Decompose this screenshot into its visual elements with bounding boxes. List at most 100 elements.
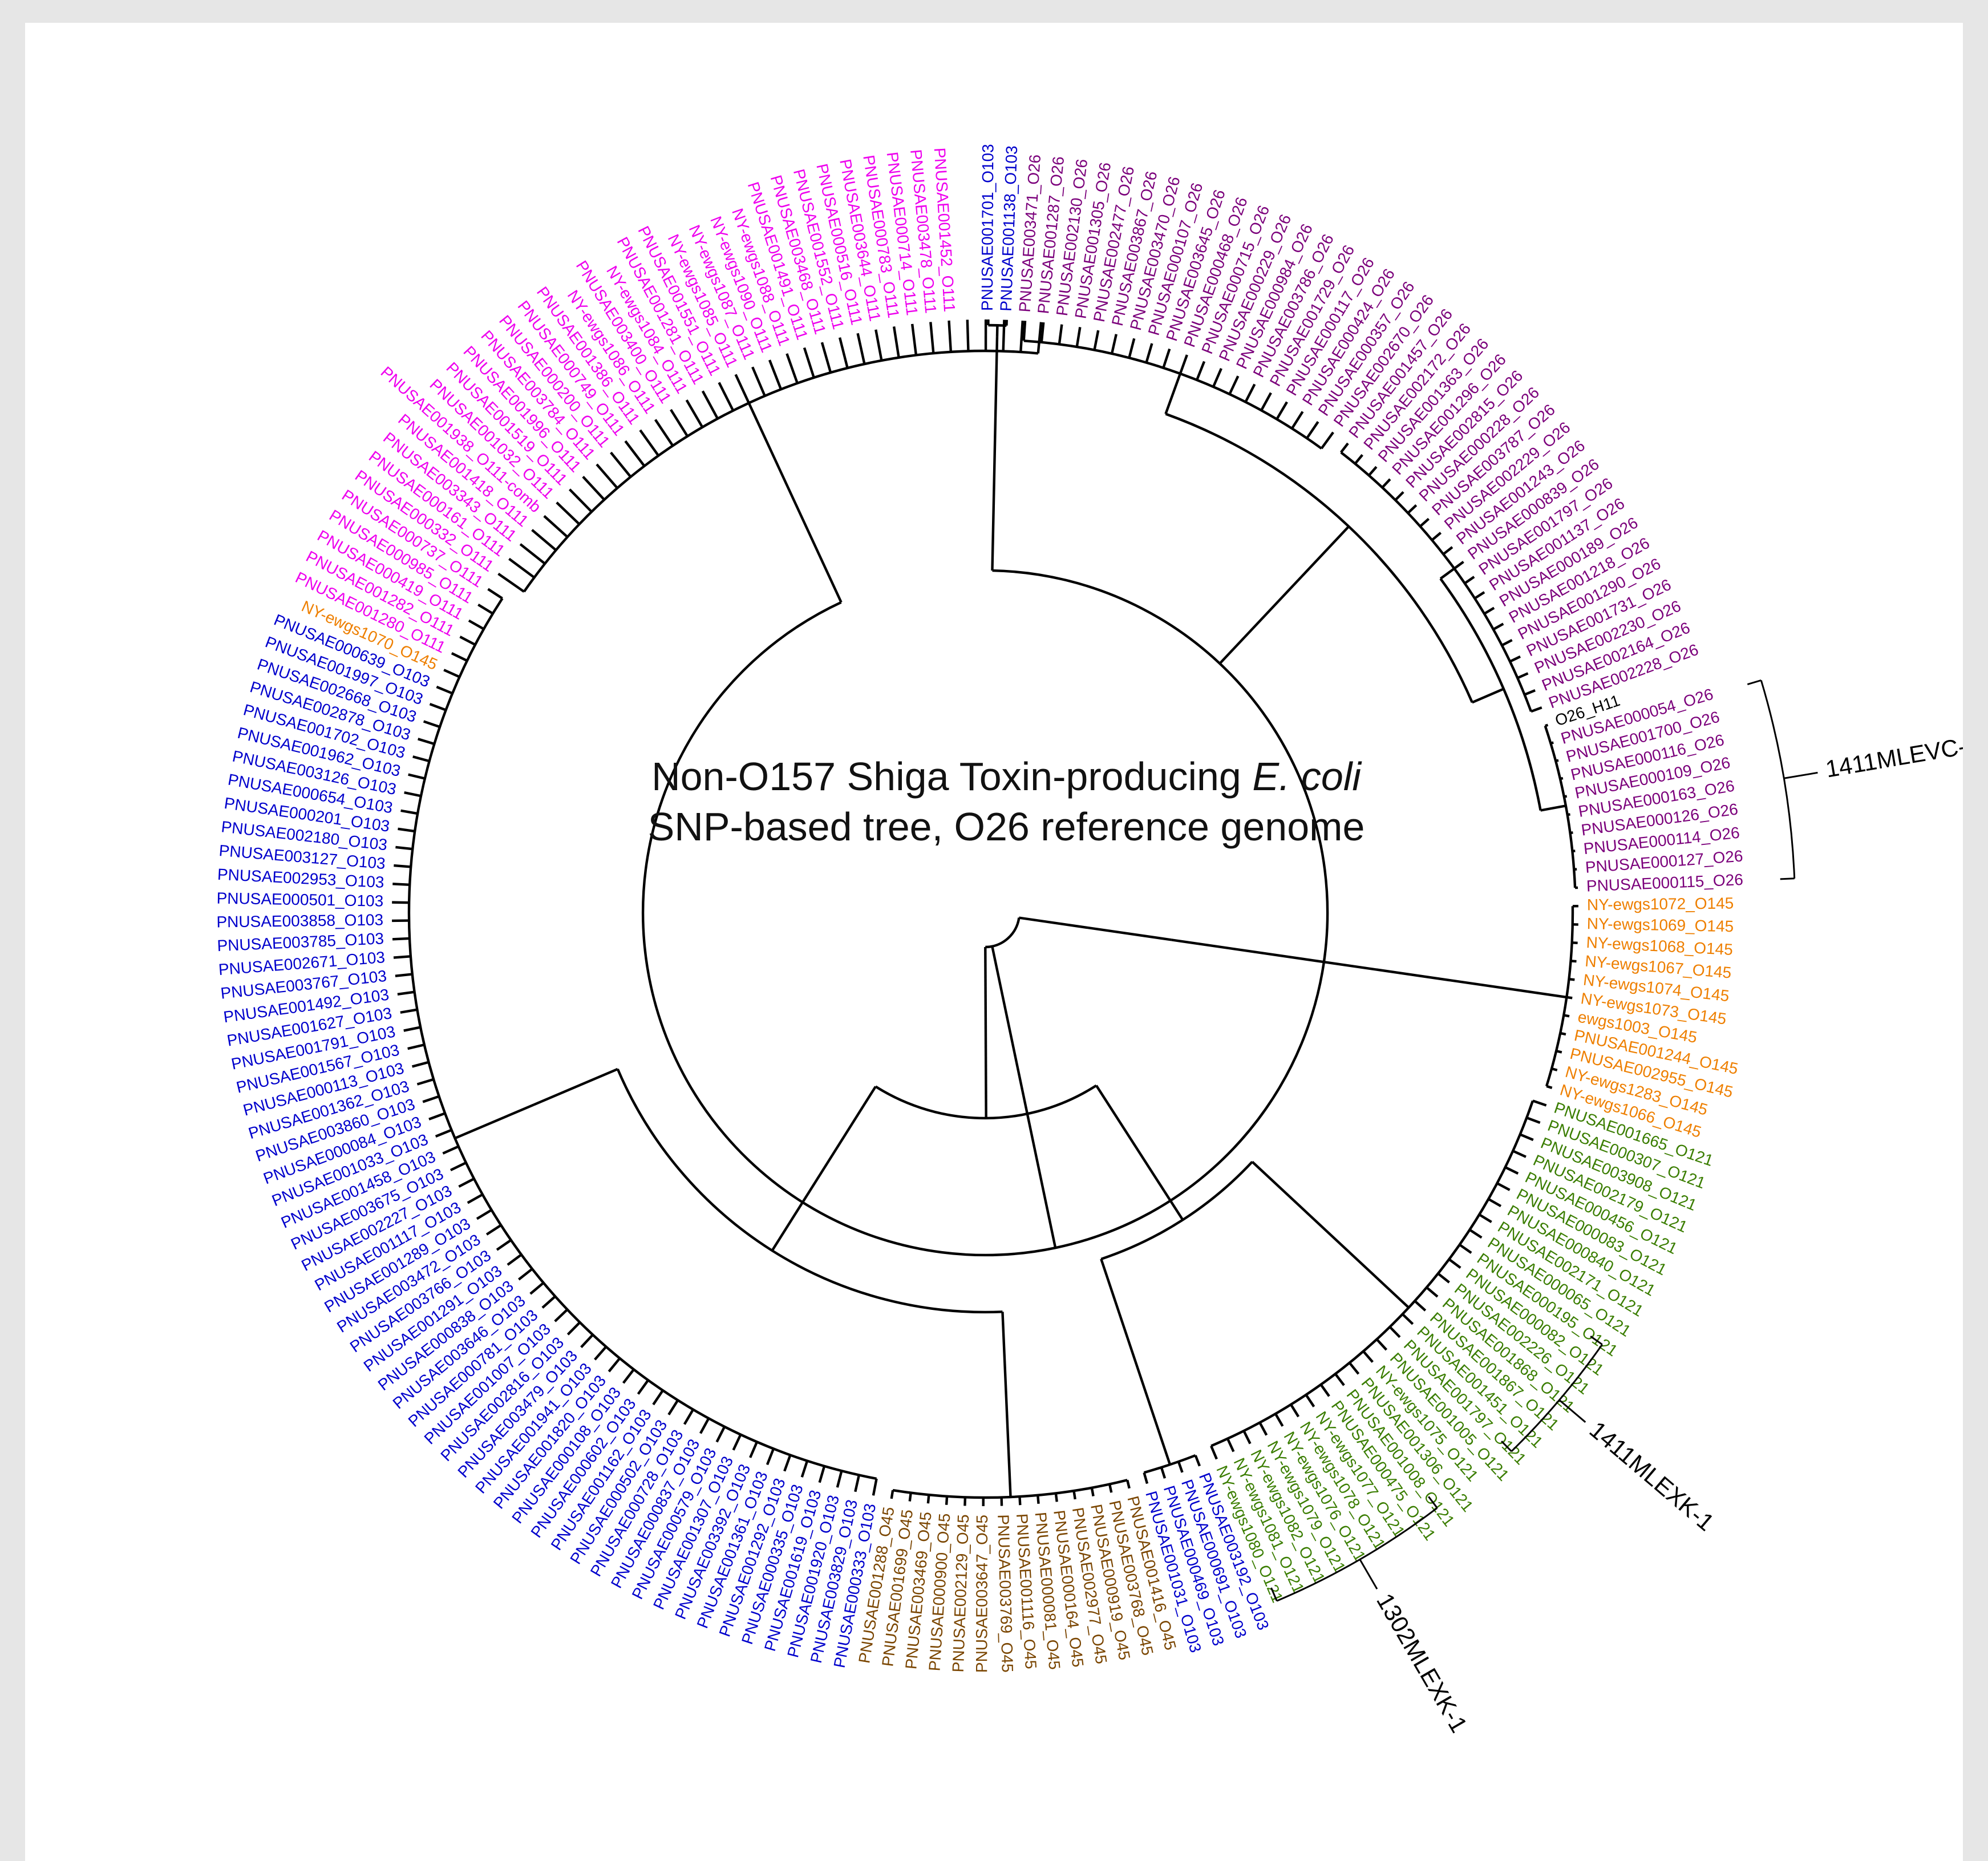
tip-branch: [890, 1490, 894, 1499]
tip-branch: [1054, 1493, 1058, 1502]
tip-branch: [608, 1357, 621, 1373]
tip-branch: [395, 845, 413, 851]
tip-branch: [568, 488, 593, 513]
tip-branch: [1488, 1197, 1502, 1208]
tip-branch: [766, 1448, 775, 1466]
tip-branch: [435, 1128, 452, 1138]
tip-branch: [1305, 1394, 1315, 1407]
tip-branch: [408, 773, 426, 780]
tip-branch: [412, 755, 430, 763]
tip-branch: [1464, 576, 1475, 585]
tip-branch: [519, 543, 546, 565]
tip-branch: [403, 1026, 421, 1032]
clade-bracket-stem: [1558, 1399, 1586, 1423]
tip-branch: [622, 1369, 635, 1384]
tip-branch: [1244, 383, 1256, 403]
clade-bracket-arc: [1511, 1344, 1603, 1453]
tip-branch: [1160, 1467, 1167, 1479]
tip-branch: [1128, 338, 1136, 358]
tip-branch: [670, 408, 689, 437]
tip-branch: [394, 864, 411, 868]
tip-branch: [908, 1492, 912, 1502]
tip-branch: [1258, 1422, 1268, 1436]
tip-branch: [1474, 591, 1485, 600]
tip-branch: [1517, 672, 1529, 679]
tip-branch: [459, 636, 476, 646]
tip-branch: [1469, 1228, 1483, 1239]
tip-branch: [1431, 532, 1442, 541]
tip-branch: [1459, 1243, 1472, 1254]
tip-branch: [1075, 327, 1082, 347]
tip-branch: [1492, 622, 1504, 631]
internal-branch: [533, 1067, 618, 1106]
tree-branches: [392, 319, 1578, 1506]
tip-branch: [800, 1460, 809, 1478]
internal-branch: [1001, 1312, 1012, 1498]
tip-branch: [667, 1399, 679, 1415]
tip-branch: [450, 1162, 467, 1172]
tip-branch: [1093, 330, 1100, 350]
tip-branch: [1242, 1430, 1252, 1445]
tip-branch: [1509, 655, 1521, 663]
tip-branch: [1531, 706, 1542, 713]
tip-branch: [1545, 723, 1549, 727]
tip-branch: [786, 353, 799, 384]
tip-branch: [1290, 1403, 1300, 1418]
clade-bracket-tick: [1590, 1336, 1603, 1345]
tip-branch: [507, 1253, 523, 1266]
tip-branch: [1362, 1350, 1374, 1363]
tip-branch: [582, 475, 605, 501]
leaf-label: NY-ewgs1072_O145: [1587, 894, 1734, 913]
tip-branch: [1349, 1362, 1360, 1375]
tip-branch: [910, 323, 918, 355]
tip-branch: [1228, 375, 1240, 395]
internal-branch: [1171, 938, 1567, 999]
clade-arc: [407, 597, 877, 1480]
clade-label: 1411MLEXK-1: [1585, 1416, 1719, 1536]
tip-branch: [429, 702, 447, 711]
tip-branch: [1276, 401, 1288, 420]
tip-branch: [1375, 1338, 1388, 1351]
tip-branch: [397, 990, 415, 996]
tip-branch: [423, 720, 440, 729]
clade-bracket-tick: [1270, 1587, 1278, 1601]
tip-branch: [541, 1295, 556, 1309]
tip-branch: [1177, 1461, 1184, 1473]
tip-branch: [485, 1224, 502, 1236]
tip-branch: [685, 399, 704, 428]
tip-branch: [715, 1426, 726, 1443]
leaf-label: PNUSAE001701_O103: [978, 144, 997, 311]
tip-branch: [1368, 466, 1378, 476]
tip-branch: [1501, 639, 1513, 647]
tip-branch: [1414, 1300, 1427, 1312]
tip-branch: [518, 1268, 533, 1281]
tip-branch: [1388, 1326, 1401, 1338]
tip-branch: [1196, 361, 1206, 381]
tip-branch: [416, 1078, 434, 1086]
tip-branch: [803, 347, 815, 378]
leaf-label: PNUSAE002129_O45: [949, 1514, 972, 1673]
tip-branch: [407, 1043, 425, 1050]
tip-branch: [1524, 689, 1536, 696]
tip-branch: [458, 1178, 475, 1188]
internal-branch: [1471, 687, 1504, 704]
tip-branch: [1274, 1413, 1284, 1427]
tip-branch: [487, 588, 503, 600]
tip-branch: [411, 1061, 430, 1068]
tip-branch: [476, 1208, 492, 1220]
tip-branch: [624, 440, 646, 467]
tip-branch: [1022, 321, 1027, 341]
tip-branch: [1354, 454, 1363, 465]
internal-branch: [1164, 373, 1181, 415]
clade-bracket-tick: [1747, 679, 1762, 686]
tip-branch: [1194, 1455, 1201, 1467]
tip-branch: [1040, 322, 1045, 343]
tip-branch: [1512, 1150, 1527, 1158]
tip-branch: [1145, 343, 1153, 363]
clade-arc: [1023, 339, 1322, 450]
tip-branch: [749, 1441, 758, 1458]
tip-branch: [1162, 348, 1171, 369]
tip-branch: [1072, 1490, 1076, 1500]
tip-branch: [404, 791, 422, 798]
leaf-label: PNUSAE003858_O103: [216, 911, 383, 931]
